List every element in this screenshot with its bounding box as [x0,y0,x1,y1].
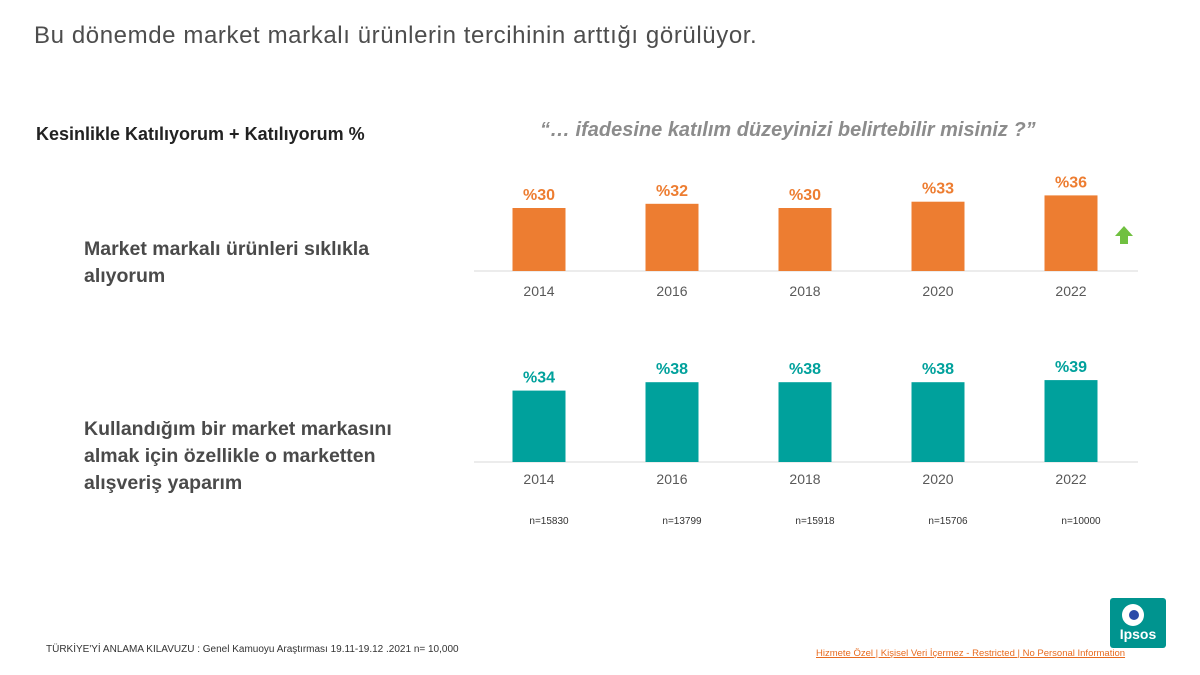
x-tick-label: 2018 [789,283,820,299]
bar-2014 [512,208,566,271]
sample-size-label: n=15918 [795,516,835,527]
row-label-line: Market markalı ürünleri sıklıkla [84,238,370,260]
measure-label: Kesinlikle Katılıyorum + Katılıyorum % [36,124,365,144]
bar-value-label: %34 [523,370,555,387]
ipsos-logo: Ipsos [1110,598,1166,648]
sample-size-label: n=15706 [928,516,968,527]
bar-value-label: %36 [1055,174,1087,191]
row-label-line: alıyorum [84,265,166,287]
bar-2016 [645,203,699,271]
row-label-store-choice: Kullandığım bir market markasını almak i… [84,416,464,497]
x-tick-label: 2014 [523,471,554,487]
page-title: Bu dönemde market markalı ürünlerin terc… [34,22,758,49]
question-text: “… ifadesine katılım düzeyinizi belirteb… [540,119,1036,141]
row-label-line: alışveriş yaparım [84,472,243,494]
bar-2022 [1044,380,1098,462]
bar-value-label: %38 [656,361,688,378]
bar-value-label: %38 [789,361,821,378]
sample-size-label: n=10000 [1061,516,1101,527]
row-label-line: Kullandığım bir market markasını [84,418,392,440]
bar-2018 [778,382,832,462]
sample-size-label: n=13799 [662,516,702,527]
x-tick-label: 2020 [922,283,953,299]
bar-2016 [645,382,699,462]
trend-up-arrow-icon [1115,226,1133,244]
x-tick-label: 2016 [656,283,687,299]
bar-value-label: %38 [922,361,954,378]
sample-size-label: n=15830 [529,516,569,527]
bar-2014 [512,390,566,462]
x-tick-label: 2020 [922,471,953,487]
logo-mark-icon [1122,604,1144,626]
footer-source: TÜRKİYE'Yİ ANLAMA KILAVUZU : Genel Kamuo… [46,644,459,655]
x-tick-label: 2014 [523,283,554,299]
bar-value-label: %39 [1055,359,1087,376]
bar-2022 [1044,195,1098,271]
x-tick-label: 2022 [1055,471,1086,487]
bar-value-label: %30 [789,187,821,204]
bar-2018 [778,208,832,271]
x-tick-label: 2016 [656,471,687,487]
data-classification-link[interactable]: Hizmete Özel | Kişisel Veri İçermez - Re… [816,648,1126,659]
bar-value-label: %33 [922,181,954,198]
bar-2020 [911,382,965,462]
logo-text: Ipsos [1119,626,1157,642]
bar-2020 [911,201,965,271]
bar-value-label: %32 [656,183,688,200]
row-label-line: almak için özellikle o marketten [84,445,376,467]
row-label-frequent-purchase: Market markalı ürünleri sıklıkla alıyoru… [84,236,464,290]
x-tick-label: 2022 [1055,283,1086,299]
x-tick-label: 2018 [789,471,820,487]
bar-value-label: %30 [523,187,555,204]
